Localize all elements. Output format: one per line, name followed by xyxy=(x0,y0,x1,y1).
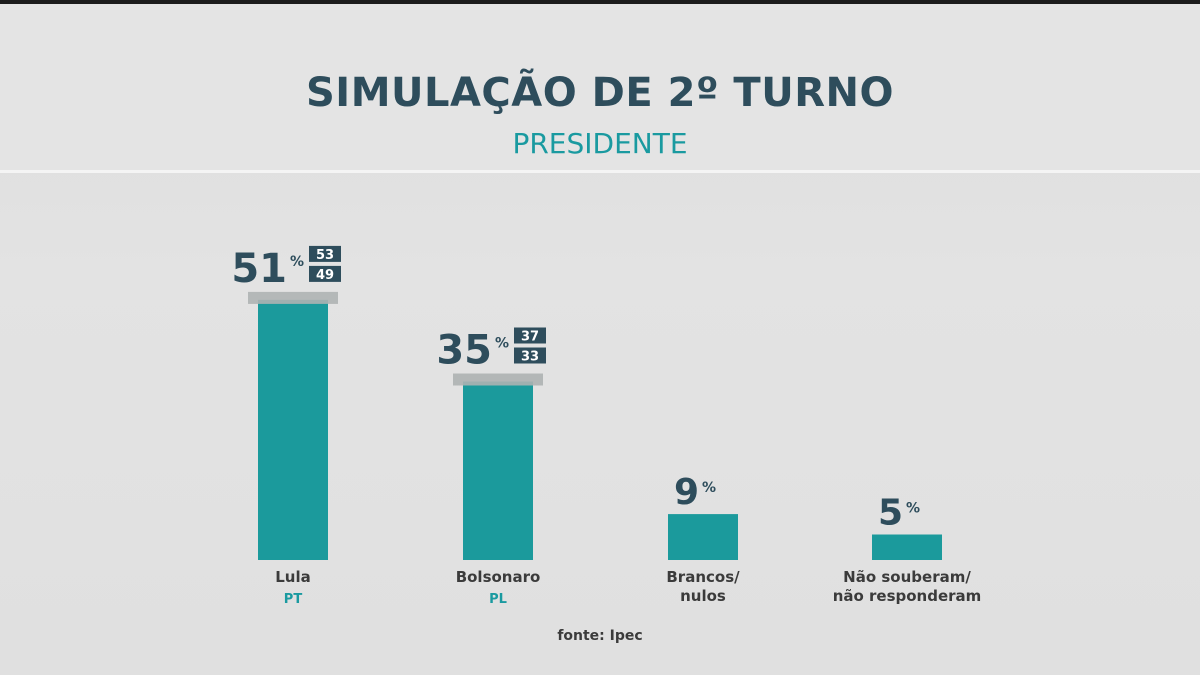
range-min-label-1: 33 xyxy=(521,350,539,365)
bar-0 xyxy=(258,299,328,560)
percent-sign-2: % xyxy=(702,480,716,496)
range-max-box-1 xyxy=(514,327,546,344)
percent-sign-3: % xyxy=(906,501,920,517)
category-label-3-0: Não souberam/ xyxy=(843,568,971,586)
percent-sign-1: % xyxy=(495,336,509,352)
bar-2 xyxy=(668,514,738,560)
range-min-box-0 xyxy=(309,265,341,282)
party-label-1: PL xyxy=(489,592,507,607)
category-label-3-1: não responderam xyxy=(833,587,982,605)
source-note: fonte: Ipec xyxy=(557,628,643,644)
value-label-1: 35 xyxy=(436,328,492,374)
range-max-label-1: 37 xyxy=(521,330,539,345)
range-max-label-0: 53 xyxy=(316,248,334,263)
percent-sign-0: % xyxy=(290,254,304,270)
value-label-3: 5 xyxy=(878,493,903,534)
header-band xyxy=(0,4,1200,170)
category-label-1-0: Bolsonaro xyxy=(456,568,541,586)
category-label-2-0: Brancos/ xyxy=(666,568,740,586)
bar-1 xyxy=(463,381,533,560)
value-label-0: 51 xyxy=(231,246,287,292)
bar-3 xyxy=(872,534,942,560)
margin-band-1 xyxy=(453,373,543,386)
range-max-box-0 xyxy=(309,245,341,262)
range-min-box-1 xyxy=(514,347,546,364)
value-label-2: 9 xyxy=(674,472,699,513)
category-label-0-0: Lula xyxy=(275,568,311,586)
margin-band-0 xyxy=(248,291,338,304)
category-label-2-1: nulos xyxy=(680,587,726,605)
range-min-label-0: 49 xyxy=(316,268,334,283)
party-label-0: PT xyxy=(284,592,303,607)
chart-subtitle: PRESIDENTE xyxy=(512,127,688,160)
header-divider xyxy=(0,170,1200,173)
top-edge-strip xyxy=(0,0,1200,4)
chart-title: SIMULAÇÃO DE 2º TURNO xyxy=(306,70,894,116)
